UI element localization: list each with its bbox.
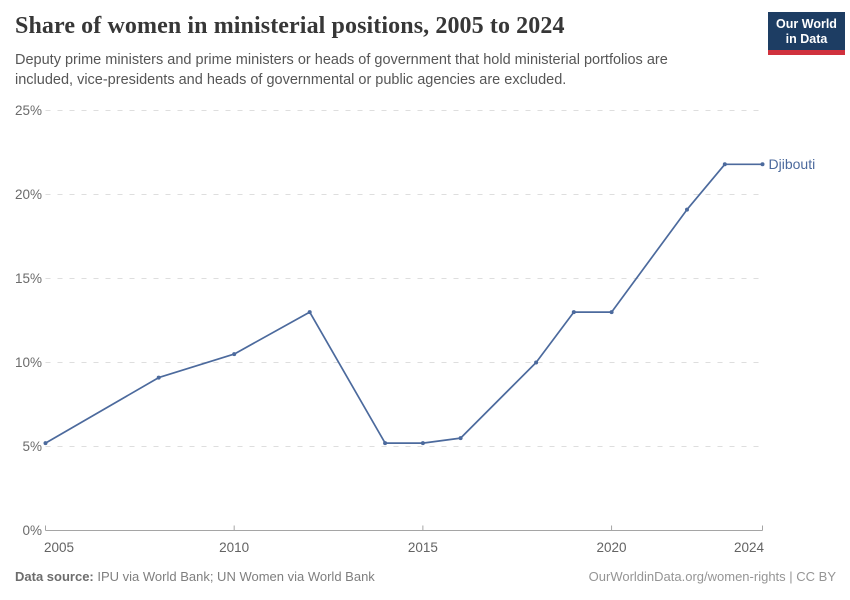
data-point-marker bbox=[156, 375, 161, 380]
y-axis-tick-label: 25% bbox=[15, 103, 42, 118]
series-line bbox=[44, 163, 764, 444]
owid-logo: Our World in Data bbox=[768, 12, 845, 55]
y-axis-tick-label: 15% bbox=[15, 271, 42, 286]
data-point-marker bbox=[307, 310, 312, 315]
data-point-marker bbox=[232, 352, 237, 357]
x-axis-tick-label: 2020 bbox=[597, 540, 627, 555]
data-point-marker bbox=[383, 441, 388, 446]
data-point-marker bbox=[534, 360, 539, 365]
data-source-note: Data source: IPU via World Bank; UN Wome… bbox=[15, 569, 375, 584]
data-point-marker bbox=[722, 162, 727, 167]
data-source-label: Data source: bbox=[15, 569, 94, 584]
data-point-marker bbox=[609, 310, 614, 315]
x-axis-tick-label: 2005 bbox=[44, 540, 74, 555]
x-axis-tick-label: 2010 bbox=[219, 540, 249, 555]
data-point-marker bbox=[420, 441, 425, 446]
y-axis-tick-label: 10% bbox=[15, 355, 42, 370]
owid-logo-text-line2: in Data bbox=[785, 31, 828, 46]
x-axis-tick-label: 2024 bbox=[734, 540, 765, 555]
chart-footer: Data source: IPU via World Bank; UN Wome… bbox=[15, 569, 836, 584]
attribution-text: OurWorldinData.org/women-rights | CC BY bbox=[588, 569, 836, 584]
data-point-marker bbox=[43, 441, 48, 446]
data-point-marker bbox=[685, 207, 689, 212]
owid-logo-text-line1: Our World bbox=[776, 17, 837, 31]
data-point-marker bbox=[760, 162, 765, 167]
y-axis-tick-label: 5% bbox=[22, 439, 42, 454]
x-axis-tick-label: 2015 bbox=[408, 540, 438, 555]
chart-subtitle: Deputy prime ministers and prime ministe… bbox=[15, 52, 668, 88]
data-source-value: IPU via World Bank; UN Women via World B… bbox=[93, 569, 375, 584]
y-axis-tick-label: 20% bbox=[15, 187, 42, 202]
page-title: Share of women in ministerial positions,… bbox=[15, 13, 565, 39]
data-point-marker bbox=[571, 310, 576, 315]
y-axis-tick-label: 0% bbox=[22, 523, 42, 538]
data-point-marker bbox=[458, 436, 463, 441]
series-end-label: Djibouti bbox=[769, 156, 816, 172]
